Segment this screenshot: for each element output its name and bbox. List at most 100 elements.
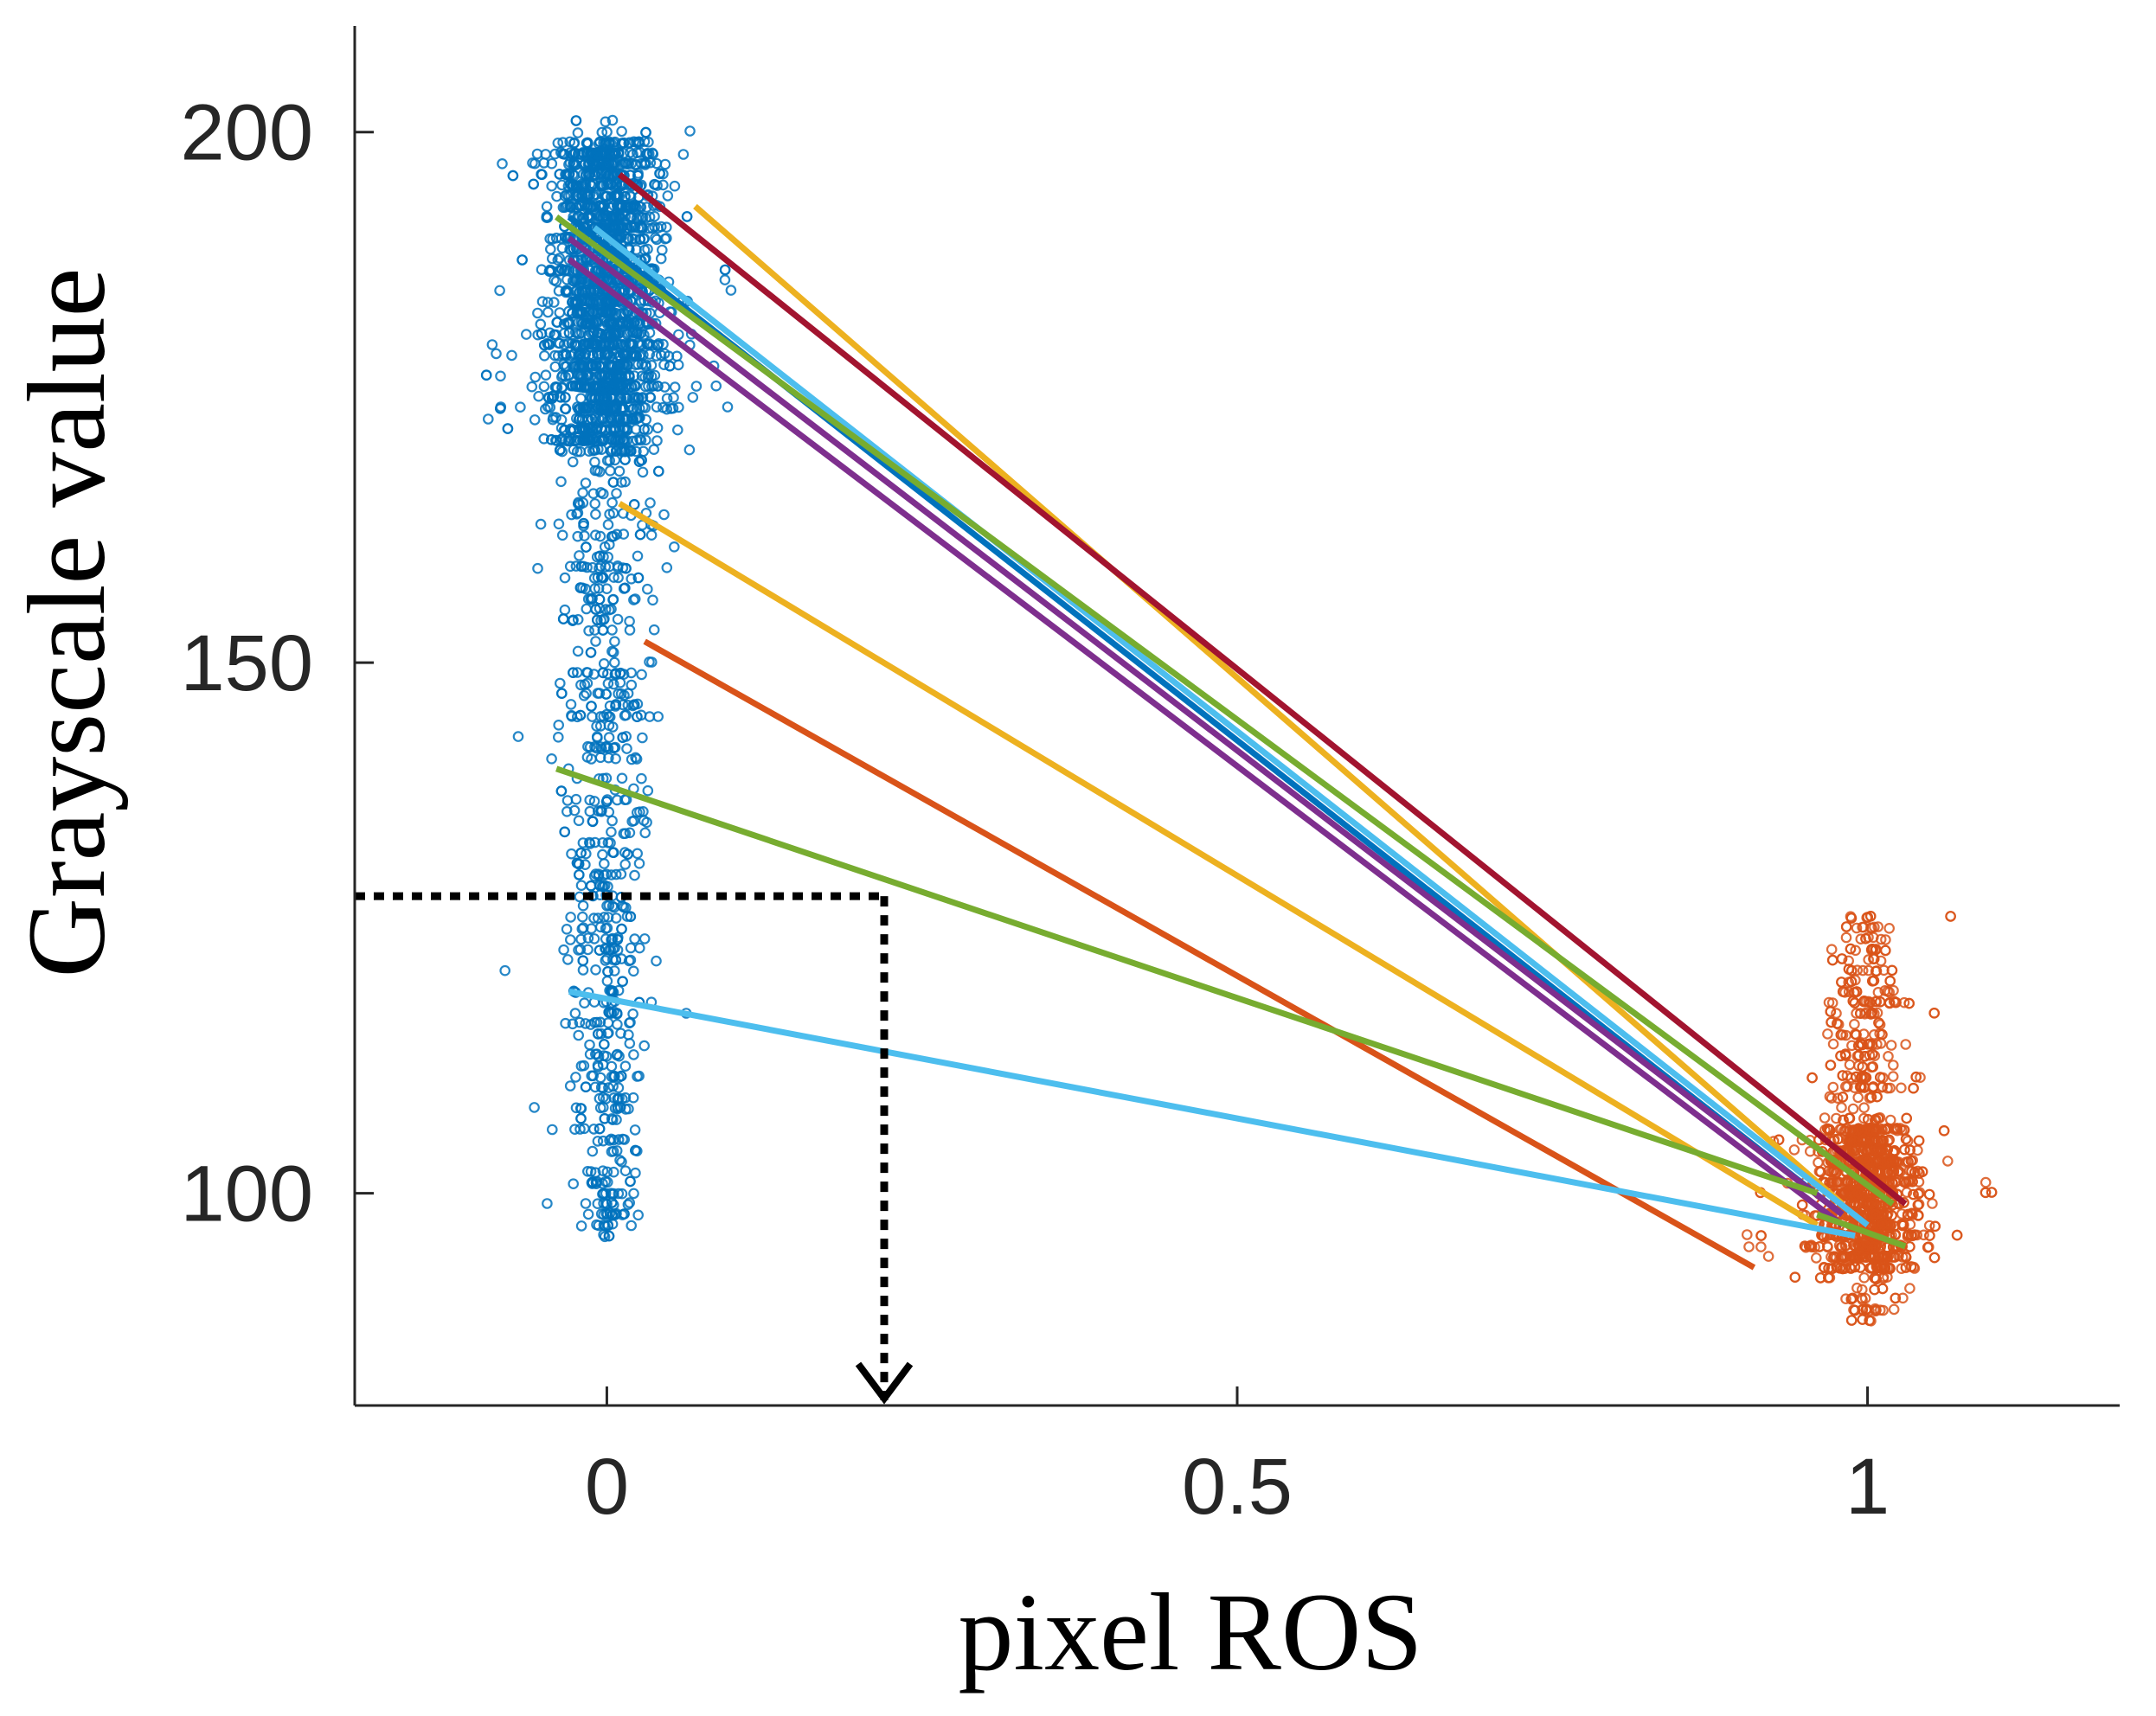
scatter-point xyxy=(574,149,586,160)
scatter-point xyxy=(553,518,565,530)
scatter-point xyxy=(621,743,632,754)
scatter-point xyxy=(637,392,649,403)
scatter-point xyxy=(560,403,571,414)
scatter-point xyxy=(631,402,643,414)
scatter-point xyxy=(571,328,583,339)
scatter-point xyxy=(1846,964,1858,976)
scatter-point xyxy=(556,264,568,276)
scatter-point xyxy=(588,933,600,944)
scatter-point xyxy=(1874,1019,1886,1030)
scatter-point xyxy=(627,965,639,977)
scatter-point xyxy=(1904,1241,1915,1252)
scatter-point xyxy=(565,912,576,923)
scatter-point xyxy=(655,349,667,362)
scatter-point xyxy=(1852,1187,1864,1198)
scatter-point xyxy=(559,826,570,838)
fit-line-10 xyxy=(568,989,1856,1239)
scatter-point xyxy=(576,923,588,935)
scatter-point xyxy=(589,836,600,848)
scatter-point xyxy=(573,413,585,426)
scatter-point xyxy=(1877,1252,1889,1263)
scatter-point xyxy=(619,1060,632,1072)
scatter-point xyxy=(579,423,591,434)
scatter-point xyxy=(625,911,637,922)
fit-line-0 xyxy=(693,203,1845,1207)
scatter-point xyxy=(604,711,616,723)
scatter-point xyxy=(529,371,541,383)
scatter-point xyxy=(589,498,600,509)
scatter-point xyxy=(661,393,673,404)
scatter-point xyxy=(606,305,617,317)
scatter-point xyxy=(575,880,587,891)
scatter-point xyxy=(574,550,585,561)
scatter-point xyxy=(609,636,620,647)
scatter-point xyxy=(625,1016,636,1028)
scatter-point xyxy=(1742,1229,1753,1240)
scatter-point xyxy=(616,772,628,784)
scatter-point xyxy=(1838,1252,1850,1264)
scatter-point xyxy=(601,455,613,466)
scatter-point xyxy=(601,922,613,934)
scatter-point xyxy=(614,350,626,362)
fit-line-5 xyxy=(567,235,1845,1217)
scatter-point xyxy=(663,350,675,362)
scatter-point xyxy=(587,488,600,499)
scatter-point xyxy=(1900,1252,1912,1263)
scatter-point xyxy=(612,1019,623,1030)
scatter-point xyxy=(1888,1252,1900,1263)
scatter-point xyxy=(658,168,669,180)
scatter-point xyxy=(575,560,587,573)
scatter-point xyxy=(1862,1156,1874,1169)
scatter-point xyxy=(589,529,601,541)
scatter-point xyxy=(606,434,618,445)
scatter-point xyxy=(1886,964,1898,976)
scatter-point xyxy=(1851,1029,1862,1040)
scatter-point xyxy=(619,476,631,488)
scatter-point xyxy=(1908,1188,1919,1201)
scatter-point xyxy=(605,837,616,848)
scatter-point xyxy=(1903,1156,1914,1168)
scatter-point xyxy=(591,316,602,328)
scatter-point xyxy=(583,836,595,848)
scatter-point xyxy=(549,349,561,362)
scatter-point xyxy=(569,296,581,307)
scatter-point xyxy=(611,1114,622,1125)
scatter-point xyxy=(1904,1283,1915,1294)
scatter-point xyxy=(551,190,562,202)
scatter-point xyxy=(1845,1188,1856,1199)
scatter-point xyxy=(581,752,594,763)
scatter-point xyxy=(1827,1081,1839,1093)
scatter-point xyxy=(1855,933,1867,944)
scatter-point xyxy=(628,1188,639,1200)
scatter-point xyxy=(606,815,618,827)
scatter-point xyxy=(589,295,601,307)
scatter-point xyxy=(1822,1028,1833,1040)
scatter-point xyxy=(541,212,552,223)
scatter-point xyxy=(594,944,606,956)
scatter-point xyxy=(1908,1082,1919,1094)
scatter-point xyxy=(1886,1210,1897,1221)
scatter-point xyxy=(1826,944,1838,955)
scatter-point xyxy=(598,657,610,669)
scatter-point xyxy=(575,847,587,859)
scatter-point xyxy=(499,964,510,976)
scatter-point xyxy=(640,148,652,160)
scatter-point xyxy=(590,424,602,436)
scatter-point xyxy=(600,168,612,179)
scatter-point xyxy=(607,1166,619,1178)
scatter-point xyxy=(619,828,632,839)
scatter-point xyxy=(546,180,557,192)
scatter-point xyxy=(585,1019,597,1030)
scatter-point xyxy=(550,275,562,287)
scatter-point xyxy=(638,424,650,435)
scatter-point xyxy=(1831,1112,1842,1124)
scatter-point xyxy=(538,339,550,351)
scatter-point xyxy=(642,338,653,350)
scatter-point xyxy=(1865,922,1877,933)
scatter-point xyxy=(631,244,642,255)
scatter-point xyxy=(626,233,638,245)
scatter-point xyxy=(536,169,547,180)
scatter-point xyxy=(619,1165,632,1176)
scatter-point xyxy=(574,1124,586,1135)
